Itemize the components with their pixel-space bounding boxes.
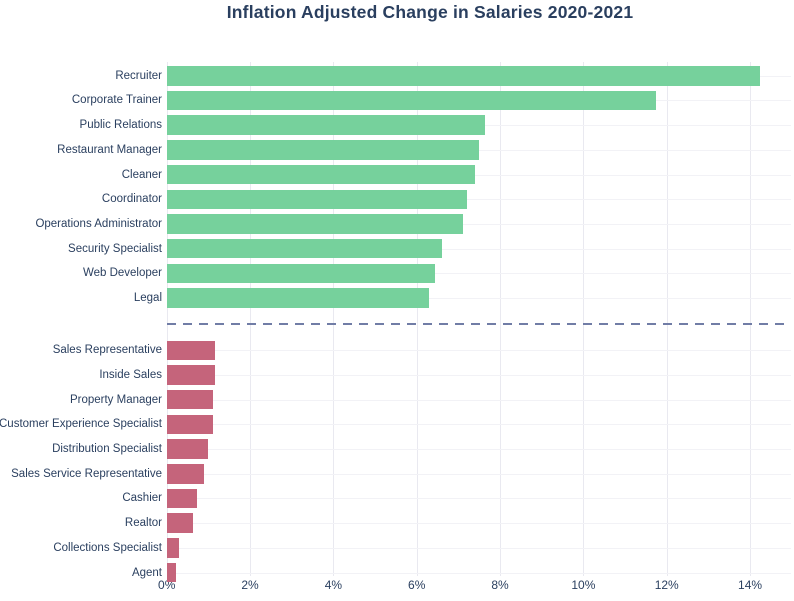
y-gridline [166,199,791,201]
positive-bar[interactable] [166,140,480,160]
category-label: Public Relations [79,119,162,132]
positive-bar[interactable] [166,214,463,234]
x-tick-label: 4% [324,578,343,592]
positive-bar[interactable] [166,66,761,86]
category-label: Cashier [122,492,162,505]
positive-bar[interactable] [166,238,442,259]
y-gridline [166,399,791,401]
x-gridline [250,62,252,576]
chart-title: Inflation Adjusted Change in Salaries 20… [226,2,634,22]
group-divider-dashed-line [166,322,791,325]
negative-bar[interactable] [166,439,209,459]
x-tick-label: 8% [491,578,509,592]
negative-bar[interactable] [166,464,205,484]
y-gridline [166,174,791,176]
positive-bar[interactable] [166,164,476,185]
negative-bar[interactable] [166,340,216,360]
category-label: Security Specialist [68,242,162,255]
category-label: Sales Service Representative [11,467,162,480]
y-gridline [166,273,791,275]
category-label: Legal [133,292,162,305]
category-label: Realtor [124,517,162,530]
y-gridline [166,547,791,549]
y-gridline [166,248,791,250]
category-label: Collections Specialist [53,541,162,554]
category-label: Sales Representative [52,344,162,357]
x-gridline [500,62,502,576]
positive-bar[interactable] [166,115,486,135]
x-tick-label: 12% [654,578,679,592]
positive-bar[interactable] [166,189,467,209]
negative-bar[interactable] [166,488,197,509]
negative-bar[interactable] [166,365,215,385]
negative-bar[interactable] [166,389,214,410]
positive-bar[interactable] [166,263,436,284]
category-label: Distribution Specialist [52,443,162,456]
x-tick-label: 10% [571,578,596,592]
negative-bar[interactable] [166,414,214,435]
x-gridline [333,62,335,576]
y-gridline [166,223,791,225]
y-gridline [166,473,791,475]
category-label: Web Developer [82,267,162,280]
y-gridline [166,498,791,500]
x-gridline [666,62,668,576]
y-gridline [166,572,791,574]
category-label: Coordinator [101,193,162,206]
x-gridline [416,62,418,576]
negative-bar[interactable] [166,513,193,533]
category-label: Cleaner [121,168,162,181]
positive-bar[interactable] [166,90,657,111]
category-label: Property Manager [69,393,162,406]
category-label: Inside Sales [99,368,162,381]
negative-bar[interactable] [166,562,176,583]
x-gridline [750,62,752,576]
positive-bar[interactable] [166,288,430,308]
y-gridline [166,424,791,426]
x-tick-label: 2% [241,578,259,592]
y-gridline [166,449,791,451]
x-tick-label: 14% [738,578,763,592]
y-gridline [166,523,791,525]
y-gridline [166,374,791,376]
x-tick-label: 6% [408,578,426,592]
x-gridline [166,62,168,576]
category-label: Customer Experience Specialist [0,418,162,431]
y-gridline [166,350,791,352]
y-gridline [166,298,791,300]
category-label: Corporate Trainer [71,94,162,107]
x-gridline [583,62,585,576]
category-label: Restaurant Manager [57,143,162,156]
category-label: Recruiter [115,69,162,82]
category-label: Agent [131,566,162,579]
category-label: Operations Administrator [35,217,162,230]
negative-bar[interactable] [166,538,180,558]
